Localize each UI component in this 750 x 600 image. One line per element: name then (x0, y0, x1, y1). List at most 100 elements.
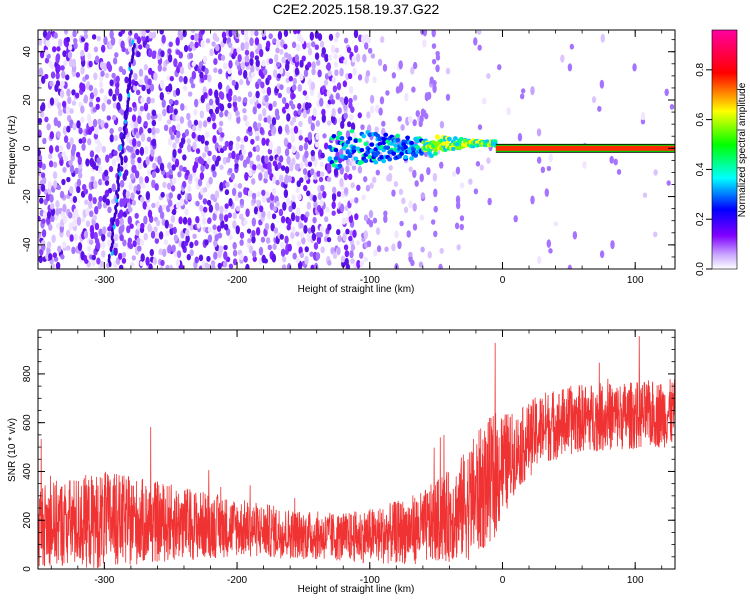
heatmap-cell (347, 210, 352, 217)
colorbar: 0.0 0.2 0.4 0.6 0.8 Normalized spectral ampl… (695, 29, 748, 276)
heatmap-cell (190, 30, 196, 34)
heatmap-cell (256, 163, 262, 170)
heatmap-cell (412, 223, 418, 231)
heatmap-cell (271, 213, 277, 220)
heatmap-cell (130, 121, 135, 129)
heatmap-cell (227, 111, 232, 121)
heatmap-cell (291, 93, 296, 99)
heatmap-cell (242, 108, 247, 114)
colorbar-tick-label: 0.6 (695, 112, 706, 126)
heatmap-cell (284, 102, 290, 110)
heatmap-cell (273, 227, 279, 234)
heatmap-cell (613, 158, 618, 166)
heatmap-cell (336, 228, 341, 236)
heatmap-cell (93, 72, 98, 80)
heatmap-cell (356, 259, 361, 269)
heatmap-cell (201, 152, 207, 159)
heatmap-cell (344, 257, 349, 267)
heatmap-band-cell (331, 134, 337, 139)
heatmap-cell (61, 100, 67, 108)
heatmap-cell (218, 120, 224, 127)
heatmap-cell (316, 235, 322, 245)
heatmap-cell (311, 232, 317, 242)
heatmap-cell (83, 94, 89, 104)
heatmap-cell (355, 240, 361, 246)
heatmap-cell (298, 129, 303, 135)
heatmap-cell (88, 101, 94, 108)
heatmap-cell (228, 30, 233, 38)
heatmap-cell (217, 232, 223, 239)
heatmap-cell (548, 248, 553, 254)
heatmap-cell (459, 182, 465, 189)
heatmap-band-cell (359, 159, 365, 165)
heatmap-band-cell (373, 160, 379, 165)
heatmap-cell (323, 142, 329, 150)
heatmap-cell (349, 198, 355, 204)
heatmap-cell (48, 145, 54, 154)
heatmap-cell (254, 37, 260, 46)
heatmap-cell (193, 160, 199, 169)
heatmap-cell (132, 85, 138, 91)
heatmap-cell (98, 178, 103, 186)
heatmap-cell (298, 144, 304, 152)
heatmap-cell (536, 128, 542, 137)
heatmap-cell (38, 67, 44, 77)
heatmap-cell (61, 70, 66, 79)
heatmap-cell (172, 226, 177, 235)
heatmap-xlabel: Height of straight line (km) (298, 284, 415, 295)
heatmap-cell (194, 176, 199, 183)
heatmap-cell (179, 66, 185, 75)
heatmap-cell (256, 122, 262, 129)
heatmap-cell (40, 102, 46, 112)
heatmap-cell (362, 176, 368, 183)
heatmap-cell (222, 260, 228, 268)
heatmap-cell (385, 90, 390, 96)
heatmap-streak-cell (123, 110, 127, 117)
heatmap-cell (63, 135, 69, 144)
heatmap-cell (304, 246, 309, 253)
heatmap-cell (315, 132, 320, 140)
heatmap-cell (306, 42, 311, 49)
heatmap-cell (159, 162, 165, 172)
heatmap-band-cell (351, 148, 357, 154)
heatmap-cell (439, 120, 445, 129)
heatmap-cell (372, 76, 377, 84)
heatmap-cell (326, 90, 331, 97)
heatmap-cell (84, 199, 89, 206)
heatmap-cell (261, 155, 266, 165)
heatmap-cell (227, 102, 232, 109)
heatmap-cell (145, 156, 150, 166)
heatmap-cell (275, 61, 281, 68)
heatmap-cell (314, 30, 320, 39)
heatmap-cell (175, 114, 180, 122)
heatmap-cell (253, 206, 259, 215)
heatmap-cell (350, 182, 355, 189)
heatmap-cell (281, 264, 287, 269)
heatmap-cell (272, 160, 278, 167)
heatmap-cell (371, 176, 377, 184)
heatmap-cell (107, 231, 112, 238)
heatmap-cell (98, 195, 103, 202)
heatmap-cell (271, 253, 277, 263)
heatmap-cell (363, 214, 369, 222)
heatmap-cell (145, 43, 150, 50)
heatmap-cell (291, 145, 297, 154)
heatmap-cell (366, 240, 372, 248)
colorbar-tick-label: 0.2 (695, 212, 706, 226)
heatmap-cell (144, 145, 149, 155)
heatmap-cell (136, 36, 142, 45)
heatmap-cell (445, 67, 451, 75)
heatmap-cell (167, 162, 172, 170)
heatmap-band-cell (357, 138, 363, 143)
heatmap-cell (47, 30, 52, 39)
heatmap-cell (120, 109, 125, 116)
heatmap-cell (189, 223, 194, 231)
heatmap-cell (306, 233, 311, 243)
heatmap-xtick-label: 0 (500, 275, 506, 286)
heatmap-cell (387, 172, 393, 182)
heatmap-cell (184, 129, 190, 137)
heatmap-cell (567, 63, 573, 72)
heatmap-cell (191, 61, 197, 67)
heatmap-cell (242, 69, 248, 79)
heatmap-cell (310, 122, 315, 132)
